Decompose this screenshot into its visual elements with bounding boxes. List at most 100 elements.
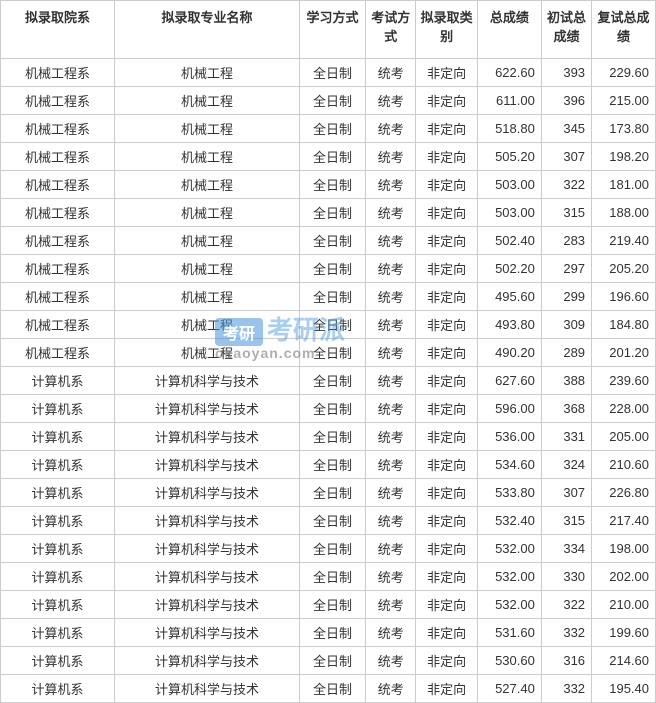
cell-total: 532.00: [477, 591, 541, 619]
cell-exam: 统考: [366, 171, 416, 199]
cell-dept: 计算机系: [1, 479, 115, 507]
table-row: 计算机系计算机科学与技术全日制统考非定向532.40315217.40: [1, 507, 656, 535]
cell-exam: 统考: [366, 423, 416, 451]
cell-total: 502.40: [477, 227, 541, 255]
cell-total: 611.00: [477, 87, 541, 115]
cell-exam: 统考: [366, 675, 416, 703]
col-header-exam: 考试方式: [366, 1, 416, 59]
cell-total: 532.40: [477, 507, 541, 535]
cell-dept: 机械工程系: [1, 143, 115, 171]
cell-retest: 202.00: [592, 563, 656, 591]
cell-prelim: 396: [541, 87, 591, 115]
table-row: 计算机系计算机科学与技术全日制统考非定向531.60332199.60: [1, 619, 656, 647]
cell-cat: 非定向: [416, 563, 478, 591]
cell-exam: 统考: [366, 535, 416, 563]
table-row: 计算机系计算机科学与技术全日制统考非定向533.80307226.80: [1, 479, 656, 507]
cell-retest: 184.80: [592, 311, 656, 339]
cell-mode: 全日制: [299, 283, 365, 311]
cell-mode: 全日制: [299, 255, 365, 283]
cell-cat: 非定向: [416, 423, 478, 451]
cell-exam: 统考: [366, 115, 416, 143]
cell-prelim: 334: [541, 535, 591, 563]
cell-exam: 统考: [366, 619, 416, 647]
cell-total: 495.60: [477, 283, 541, 311]
cell-major: 机械工程: [115, 59, 300, 87]
table-row: 计算机系计算机科学与技术全日制统考非定向596.00368228.00: [1, 395, 656, 423]
table-body: 机械工程系机械工程全日制统考非定向622.60393229.60机械工程系机械工…: [1, 59, 656, 703]
cell-prelim: 324: [541, 451, 591, 479]
cell-total: 490.20: [477, 339, 541, 367]
cell-exam: 统考: [366, 87, 416, 115]
cell-mode: 全日制: [299, 563, 365, 591]
cell-retest: 173.80: [592, 115, 656, 143]
cell-major: 计算机科学与技术: [115, 647, 300, 675]
cell-dept: 机械工程系: [1, 227, 115, 255]
cell-dept: 机械工程系: [1, 115, 115, 143]
cell-mode: 全日制: [299, 423, 365, 451]
cell-mode: 全日制: [299, 171, 365, 199]
table-row: 计算机系计算机科学与技术全日制统考非定向532.00334198.00: [1, 535, 656, 563]
cell-total: 532.00: [477, 563, 541, 591]
cell-retest: 229.60: [592, 59, 656, 87]
table-row: 机械工程系机械工程全日制统考非定向502.40283219.40: [1, 227, 656, 255]
cell-prelim: 345: [541, 115, 591, 143]
table-row: 机械工程系机械工程全日制统考非定向518.80345173.80: [1, 115, 656, 143]
cell-dept: 计算机系: [1, 423, 115, 451]
cell-exam: 统考: [366, 367, 416, 395]
cell-major: 机械工程: [115, 339, 300, 367]
cell-prelim: 388: [541, 367, 591, 395]
cell-dept: 计算机系: [1, 675, 115, 703]
cell-exam: 统考: [366, 255, 416, 283]
table-row: 计算机系计算机科学与技术全日制统考非定向530.60316214.60: [1, 647, 656, 675]
cell-total: 596.00: [477, 395, 541, 423]
cell-major: 计算机科学与技术: [115, 423, 300, 451]
cell-cat: 非定向: [416, 339, 478, 367]
cell-exam: 统考: [366, 227, 416, 255]
cell-dept: 计算机系: [1, 395, 115, 423]
cell-prelim: 322: [541, 591, 591, 619]
table-row: 机械工程系机械工程全日制统考非定向495.60299196.60: [1, 283, 656, 311]
cell-major: 计算机科学与技术: [115, 395, 300, 423]
cell-retest: 199.60: [592, 619, 656, 647]
cell-major: 机械工程: [115, 199, 300, 227]
table-row: 机械工程系机械工程全日制统考非定向503.00315188.00: [1, 199, 656, 227]
cell-exam: 统考: [366, 647, 416, 675]
col-header-major: 拟录取专业名称: [115, 1, 300, 59]
table-row: 机械工程系机械工程全日制统考非定向505.20307198.20: [1, 143, 656, 171]
cell-cat: 非定向: [416, 451, 478, 479]
cell-retest: 195.40: [592, 675, 656, 703]
cell-exam: 统考: [366, 395, 416, 423]
cell-major: 计算机科学与技术: [115, 367, 300, 395]
cell-major: 计算机科学与技术: [115, 535, 300, 563]
cell-major: 机械工程: [115, 143, 300, 171]
cell-retest: 239.60: [592, 367, 656, 395]
cell-prelim: 307: [541, 143, 591, 171]
table-row: 计算机系计算机科学与技术全日制统考非定向527.40332195.40: [1, 675, 656, 703]
cell-total: 531.60: [477, 619, 541, 647]
admission-table: 拟录取院系拟录取专业名称学习方式考试方式拟录取类别总成绩初试总成绩复试总成绩 机…: [0, 0, 656, 703]
cell-dept: 机械工程系: [1, 339, 115, 367]
cell-dept: 计算机系: [1, 647, 115, 675]
table-row: 计算机系计算机科学与技术全日制统考非定向532.00330202.00: [1, 563, 656, 591]
table-row: 计算机系计算机科学与技术全日制统考非定向536.00331205.00: [1, 423, 656, 451]
cell-total: 530.60: [477, 647, 541, 675]
cell-retest: 205.00: [592, 423, 656, 451]
cell-total: 534.60: [477, 451, 541, 479]
cell-cat: 非定向: [416, 283, 478, 311]
cell-dept: 机械工程系: [1, 311, 115, 339]
cell-mode: 全日制: [299, 199, 365, 227]
table-row: 计算机系计算机科学与技术全日制统考非定向532.00322210.00: [1, 591, 656, 619]
cell-total: 518.80: [477, 115, 541, 143]
table-header: 拟录取院系拟录取专业名称学习方式考试方式拟录取类别总成绩初试总成绩复试总成绩: [1, 1, 656, 59]
cell-mode: 全日制: [299, 647, 365, 675]
cell-prelim: 309: [541, 311, 591, 339]
cell-mode: 全日制: [299, 115, 365, 143]
cell-mode: 全日制: [299, 535, 365, 563]
cell-major: 计算机科学与技术: [115, 563, 300, 591]
cell-retest: 210.00: [592, 591, 656, 619]
cell-cat: 非定向: [416, 143, 478, 171]
table-row: 机械工程系机械工程全日制统考非定向503.00322181.00: [1, 171, 656, 199]
cell-retest: 198.20: [592, 143, 656, 171]
cell-mode: 全日制: [299, 143, 365, 171]
cell-prelim: 332: [541, 619, 591, 647]
